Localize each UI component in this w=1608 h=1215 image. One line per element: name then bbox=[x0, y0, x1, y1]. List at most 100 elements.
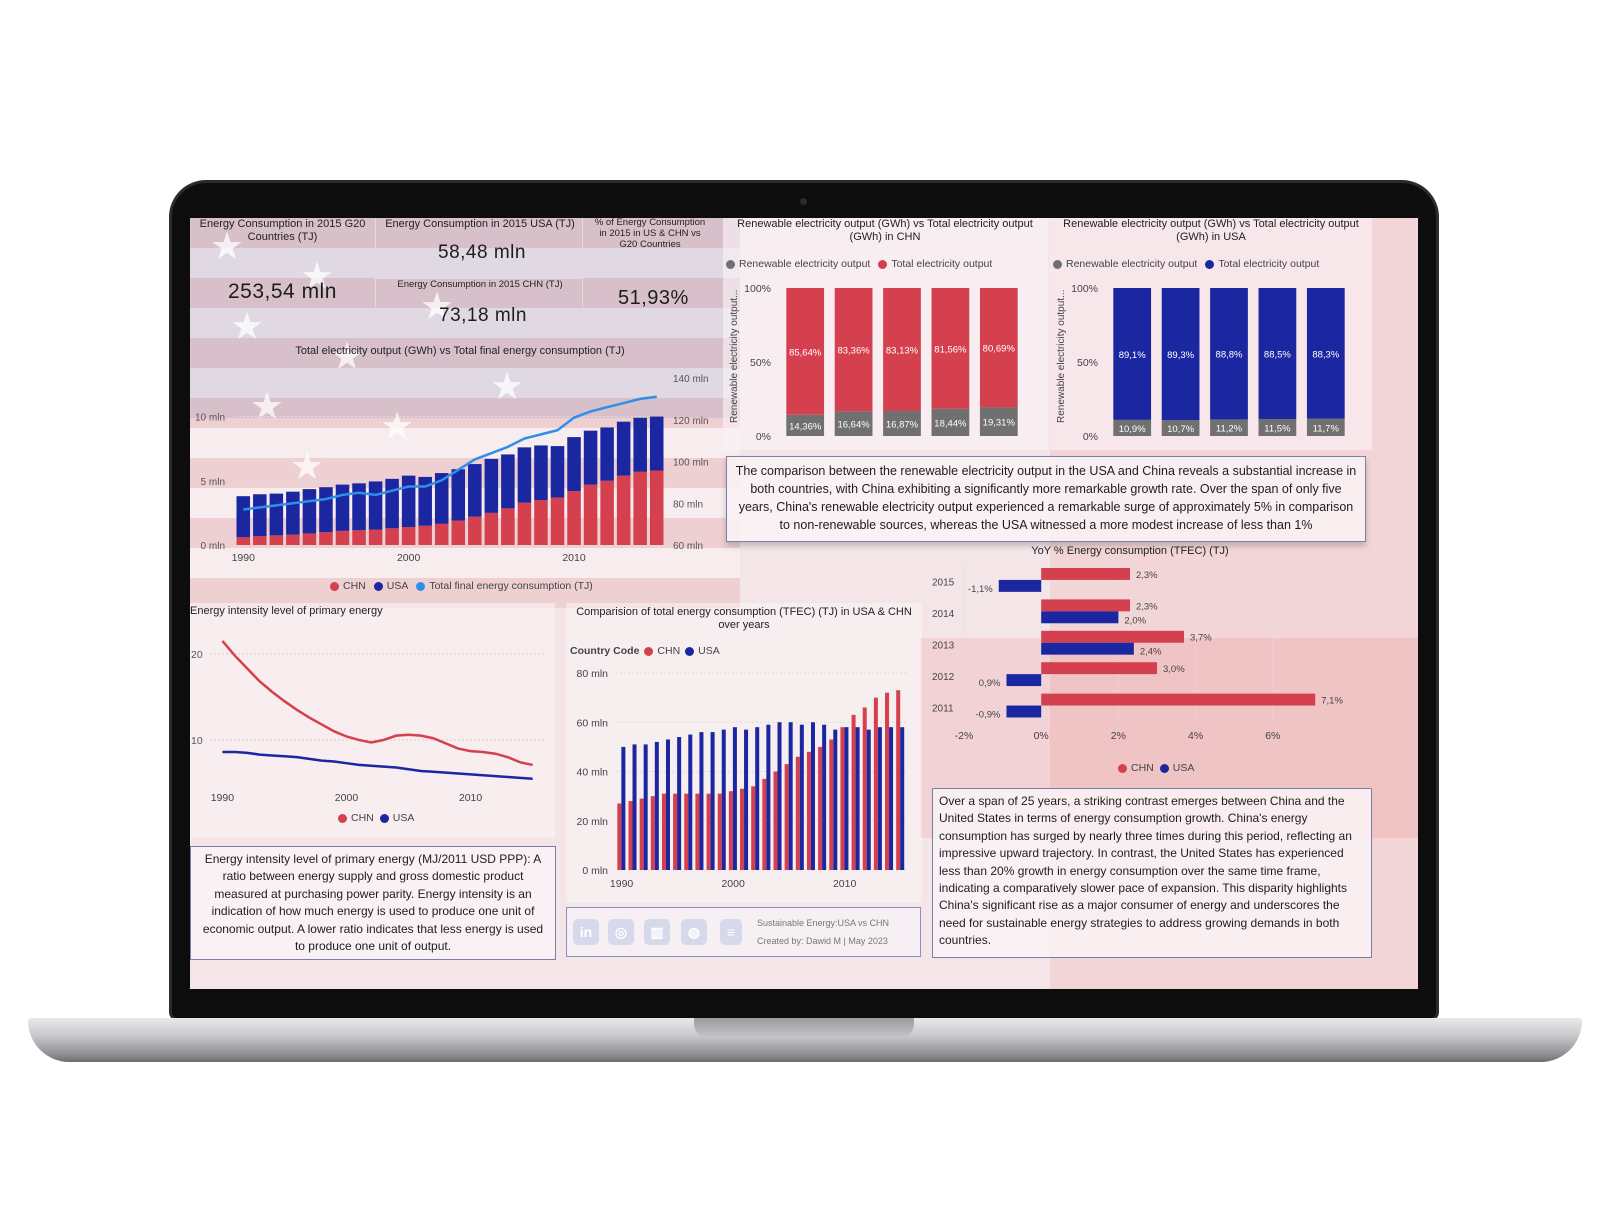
legend-label: USA bbox=[698, 645, 720, 657]
legend-item-usa[interactable]: USA bbox=[1159, 762, 1194, 774]
bar-renewable bbox=[1113, 419, 1152, 436]
flag-star: ★ bbox=[490, 366, 525, 408]
bar-chn bbox=[829, 739, 834, 870]
bar-usa bbox=[583, 430, 598, 485]
bar-chn bbox=[818, 746, 823, 870]
legend-item-chn[interactable]: CHN bbox=[1118, 762, 1154, 774]
bar-usa bbox=[744, 729, 749, 870]
legend-item-chn[interactable]: CHN bbox=[644, 645, 680, 657]
chart-yoy: -2% 0% 2% 4% 6% 2015 2,3% -1,1% 2014 2,3% 2,0% 2013… bbox=[932, 566, 1343, 742]
legend-label: Total electricity output bbox=[1218, 258, 1320, 270]
bar-chn bbox=[873, 697, 878, 870]
bar-usa bbox=[484, 458, 499, 513]
powerbi-icon[interactable]: ▥ bbox=[644, 919, 670, 945]
legend-item-chn[interactable]: CHN bbox=[330, 580, 366, 592]
bar-usa bbox=[401, 475, 416, 528]
legend-item-total[interactable]: Total electricity output bbox=[878, 258, 992, 270]
bar-chn bbox=[236, 537, 251, 545]
bar-total bbox=[931, 288, 970, 409]
legend-item-chn[interactable]: CHN bbox=[338, 812, 374, 824]
chart-renew-chn: Renewable electricity output... 0% 50% 100%… bbox=[729, 283, 1018, 443]
y-tick-label: 2011 bbox=[932, 703, 954, 714]
data-label: -1,1% bbox=[968, 584, 993, 595]
bar-chn bbox=[661, 793, 666, 870]
bar-total bbox=[979, 288, 1018, 408]
bar-usa bbox=[633, 417, 647, 472]
bar-usa bbox=[319, 487, 333, 533]
y-axis-label: Renewable electricity output... bbox=[729, 290, 740, 423]
bar-chn bbox=[684, 793, 689, 870]
data-label: 80,69% bbox=[983, 344, 1016, 355]
chart-elec-title: Total electricity output (GWh) vs Total … bbox=[295, 345, 625, 357]
bar-chn bbox=[286, 534, 300, 545]
bar-usa bbox=[810, 722, 815, 870]
chart-renew-usa-legend: Renewable electricity output Total elect… bbox=[1053, 258, 1319, 270]
bar-usa bbox=[368, 481, 383, 530]
y2-tick-label: 60 mln bbox=[673, 541, 703, 552]
y-tick-label: 5 mln bbox=[201, 477, 225, 488]
legend-item-usa[interactable]: USA bbox=[373, 580, 408, 592]
bar-usa bbox=[866, 729, 871, 870]
legend-item-usa[interactable]: USA bbox=[379, 812, 415, 824]
github-icon[interactable]: ◎ bbox=[608, 919, 634, 945]
bar-chn bbox=[628, 801, 633, 870]
bar-usa bbox=[1041, 642, 1134, 655]
bar-usa bbox=[665, 739, 670, 870]
bar-chn bbox=[728, 791, 733, 870]
legend-item-renewable[interactable]: Renewable electricity output bbox=[726, 258, 870, 270]
bar-chn bbox=[617, 803, 622, 870]
y-tick-label: 2014 bbox=[932, 609, 955, 620]
line-usa bbox=[222, 750, 533, 780]
data-label: 83,13% bbox=[886, 346, 919, 357]
bar-usa bbox=[677, 737, 682, 870]
bar-chn bbox=[616, 475, 631, 545]
bar-usa bbox=[688, 734, 693, 870]
flag-star: ★ bbox=[300, 256, 335, 298]
kpi-usa-value: 58,48 mln bbox=[438, 242, 526, 263]
flag-star: ★ bbox=[290, 446, 325, 488]
legend-item-total[interactable]: Total electricity output bbox=[1205, 258, 1319, 270]
legend-item-tfec[interactable]: Total final energy consumption (TJ) bbox=[416, 580, 593, 592]
bar-usa bbox=[643, 744, 648, 870]
bar-usa bbox=[451, 469, 466, 521]
bar-chn bbox=[401, 527, 416, 545]
kpi-pct-value: 51,93% bbox=[618, 287, 689, 309]
y-tick-label: 0% bbox=[756, 431, 771, 443]
flag-star: ★ bbox=[250, 386, 285, 428]
bar-renewable bbox=[834, 411, 873, 436]
legend-label: CHN bbox=[1131, 762, 1154, 774]
bar-usa bbox=[632, 744, 637, 870]
bar-usa bbox=[732, 727, 737, 870]
linkedin-icon[interactable]: in bbox=[573, 919, 599, 945]
bar-chn bbox=[269, 535, 284, 545]
y-tick-label: 50% bbox=[750, 357, 771, 369]
bar-chn bbox=[751, 786, 756, 870]
bar-usa bbox=[621, 746, 626, 870]
y-tick-label: 0 mln bbox=[201, 541, 225, 552]
bar-usa bbox=[833, 729, 838, 870]
bar-chn bbox=[253, 536, 267, 545]
bar-chn bbox=[1041, 662, 1157, 675]
legend-label: USA bbox=[392, 812, 415, 824]
x-tick-label: 2010 bbox=[459, 792, 483, 803]
legend-item-renewable[interactable]: Renewable electricity output bbox=[1053, 258, 1197, 270]
y-tick-label: 10 mln bbox=[195, 413, 225, 424]
bar-chn bbox=[673, 793, 678, 870]
bar-chn bbox=[534, 500, 548, 545]
chart-intensity-legend: CHN USA bbox=[338, 812, 414, 824]
y-tick-label: 2013 bbox=[932, 641, 955, 652]
bar-chn bbox=[695, 793, 700, 870]
data-label: 10,7% bbox=[1167, 424, 1194, 435]
legend-item-usa[interactable]: USA bbox=[685, 645, 720, 657]
chart-elec-legend: CHN USA Total final energy consumption (… bbox=[330, 580, 593, 592]
globe-icon[interactable]: ◍ bbox=[681, 919, 707, 945]
chart-intensity-title: Energy intensity level of primary energy bbox=[190, 605, 383, 617]
bar-chn bbox=[335, 530, 350, 545]
bar-usa bbox=[721, 729, 726, 870]
chart-yoy-legend: CHN USA bbox=[1118, 762, 1194, 774]
legend-label: CHN bbox=[657, 645, 681, 657]
y-tick-label: 40 mln bbox=[576, 767, 608, 779]
y2-tick-label: 80 mln bbox=[673, 499, 703, 510]
bar-chn bbox=[550, 497, 565, 545]
bar-usa bbox=[236, 496, 251, 538]
